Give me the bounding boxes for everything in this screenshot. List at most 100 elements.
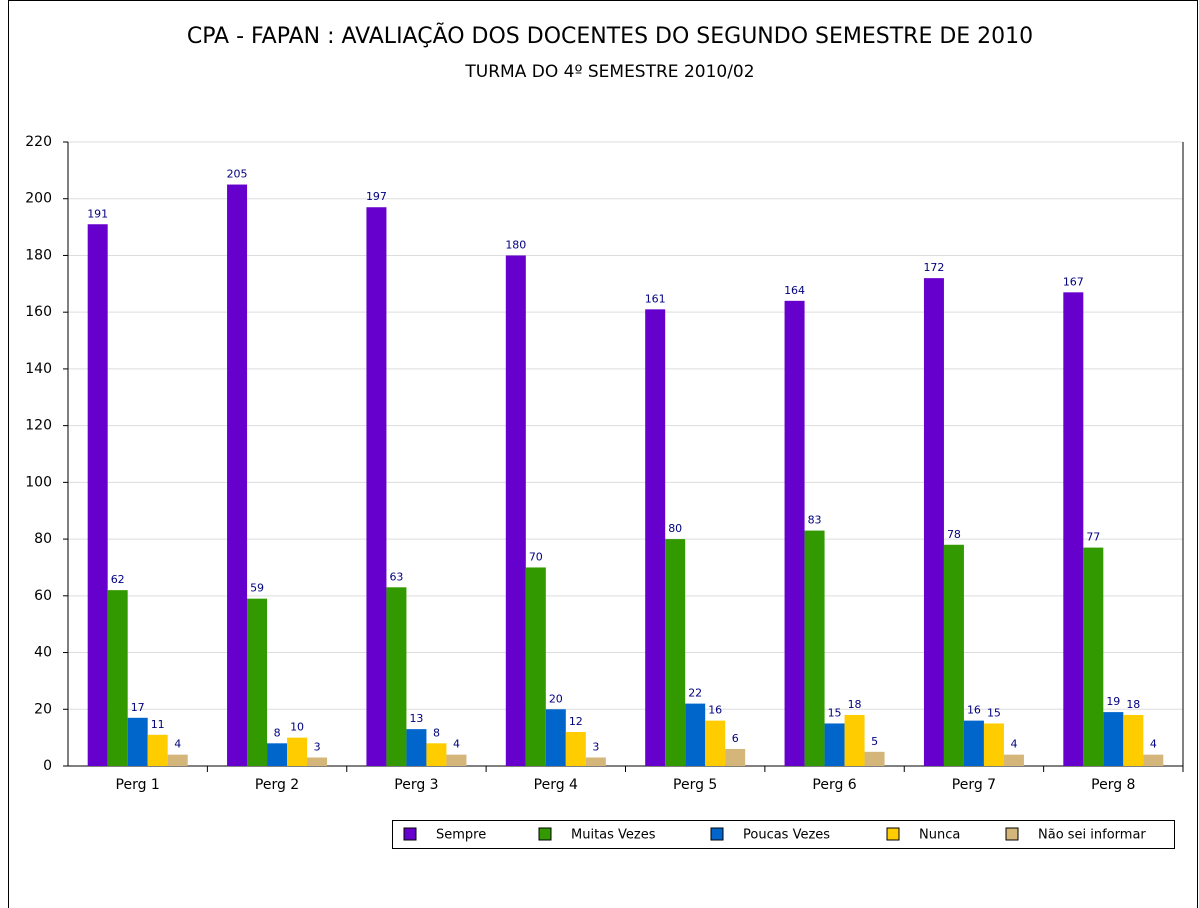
value-label: 3: [592, 740, 599, 753]
value-label: 80: [668, 522, 682, 535]
value-label: 13: [409, 712, 423, 725]
bar: [665, 539, 686, 766]
value-label: 4: [453, 738, 460, 751]
legend-box: [392, 820, 1175, 849]
legend-label: Poucas Vezes: [743, 828, 830, 843]
y-tick-label: 200: [25, 191, 52, 207]
value-label: 18: [848, 698, 862, 711]
y-tick-label: 220: [25, 134, 52, 150]
y-tick-label: 140: [25, 361, 52, 377]
y-tick-label: 20: [34, 701, 52, 717]
legend-label: Muitas Vezes: [571, 828, 656, 843]
value-label: 180: [505, 238, 526, 251]
value-label: 4: [1010, 738, 1017, 751]
value-label: 16: [708, 704, 722, 717]
y-tick-label: 160: [25, 304, 52, 320]
bar: [1063, 292, 1084, 766]
bar: [983, 723, 1004, 766]
chart-subtitle: TURMA DO 4º SEMESTRE 2010/02: [464, 62, 754, 82]
legend-label: Não sei informar: [1038, 828, 1146, 843]
legend-swatch: [403, 827, 417, 841]
x-tick-label: Perg 6: [812, 777, 856, 793]
value-label: 191: [87, 207, 108, 220]
bar: [227, 184, 248, 766]
value-label: 77: [1086, 531, 1100, 544]
value-label: 3: [314, 740, 321, 753]
bar: [307, 757, 328, 766]
bar: [585, 757, 606, 766]
y-tick-label: 60: [34, 588, 52, 604]
legend-swatch: [1005, 827, 1019, 841]
bar: [943, 544, 964, 766]
bar: [804, 530, 825, 766]
value-label: 10: [290, 721, 304, 734]
chart-title: CPA - FAPAN : AVALIAÇÃO DOS DOCENTES DO …: [187, 22, 1033, 49]
value-label: 12: [569, 715, 583, 728]
bar: [565, 731, 586, 766]
bar: [1003, 754, 1024, 766]
x-tick-label: Perg 7: [952, 777, 996, 793]
value-label: 20: [549, 692, 563, 705]
bar: [1123, 714, 1144, 766]
value-label: 161: [645, 292, 666, 305]
bar: [824, 723, 845, 766]
bar: [505, 255, 526, 767]
bar: [1103, 712, 1124, 766]
bar: [844, 714, 865, 766]
bar: [147, 734, 168, 766]
value-label: 197: [366, 190, 387, 203]
x-tick-label: Perg 3: [394, 777, 438, 793]
value-label: 19: [1106, 695, 1120, 708]
value-label: 167: [1063, 275, 1084, 288]
x-tick-label: Perg 4: [534, 777, 578, 793]
bar: [1143, 754, 1164, 766]
value-label: 172: [923, 261, 944, 274]
value-label: 16: [967, 704, 981, 717]
value-label: 22: [688, 687, 702, 700]
bar: [426, 743, 447, 766]
value-label: 63: [389, 570, 403, 583]
value-label: 15: [987, 706, 1001, 719]
value-label: 11: [151, 718, 165, 731]
bar: [406, 729, 427, 766]
value-label: 15: [828, 706, 842, 719]
legend-label: Nunca: [919, 828, 960, 843]
bar: [923, 278, 944, 766]
bar: [247, 598, 268, 766]
value-label: 18: [1126, 698, 1140, 711]
bar: [725, 748, 746, 766]
y-tick-label: 0: [43, 758, 52, 774]
value-label: 70: [529, 550, 543, 563]
bar: [87, 224, 108, 767]
y-tick-label: 180: [25, 247, 52, 263]
bar: [127, 717, 148, 766]
legend-swatch: [538, 827, 552, 841]
y-tick-label: 80: [34, 531, 52, 547]
bar: [645, 309, 666, 766]
legend-swatch: [710, 827, 724, 841]
bar: [287, 737, 308, 766]
bar: [366, 207, 387, 767]
bar: [963, 720, 984, 766]
x-tick-label: Perg 5: [673, 777, 717, 793]
x-tick-label: Perg 1: [116, 777, 160, 793]
value-label: 62: [111, 573, 125, 586]
value-label: 78: [947, 528, 961, 541]
bar: [685, 703, 706, 766]
legend-label: Sempre: [436, 828, 486, 843]
value-label: 6: [732, 732, 739, 745]
value-label: 5: [871, 735, 878, 748]
bar: [525, 567, 546, 766]
bar: [545, 709, 566, 766]
value-label: 8: [433, 726, 440, 739]
frame: [8, 0, 1198, 908]
value-label: 205: [227, 168, 248, 181]
value-label: 83: [808, 514, 822, 527]
bar: [446, 754, 467, 766]
value-label: 164: [784, 284, 805, 297]
value-label: 4: [174, 738, 181, 751]
x-tick-label: Perg 2: [255, 777, 299, 793]
value-label: 59: [250, 582, 264, 595]
value-label: 8: [274, 726, 281, 739]
